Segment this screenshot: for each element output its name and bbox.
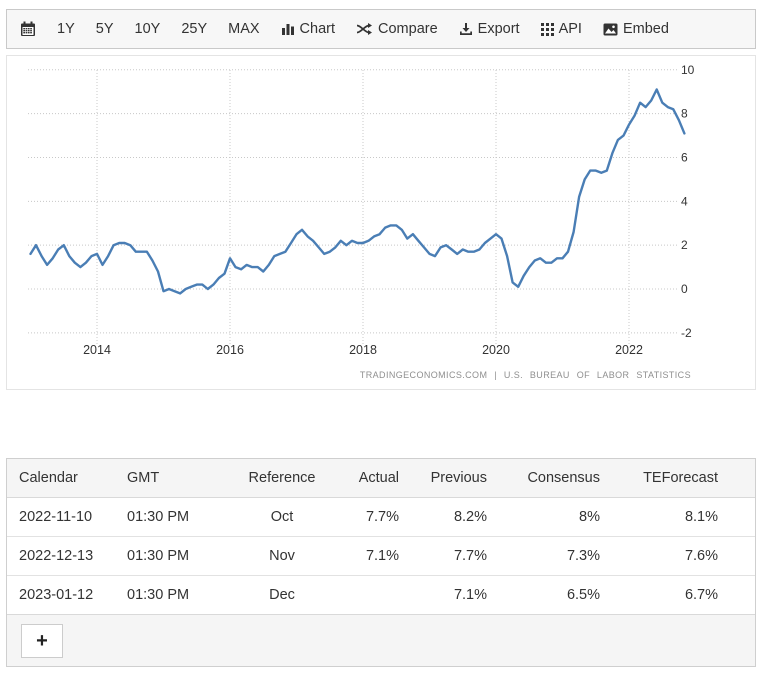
table-row: 2022-11-10 01:30 PM Oct 7.7% 8.2% 8% 8.1% — [7, 497, 755, 536]
chart-type-button[interactable]: Chart — [281, 21, 335, 37]
table-cell: 7.3% — [499, 535, 612, 575]
table-cell: 8% — [579, 508, 600, 525]
table-cell: 2022-12-13 — [7, 535, 127, 575]
calendar-table-card: Calendar GMT Reference Actual Previous C… — [6, 458, 756, 667]
inflation-chart-svg[interactable]: 10 8 6 4 2 0 -2 2014 2016 2018 2020 2022 — [7, 56, 755, 389]
x-axis-label: 2016 — [216, 343, 244, 357]
table-body: 2022-11-10 01:30 PM Oct 7.7% 8.2% 8% 8.1% 2022-… — [7, 497, 755, 614]
table-cell: 8.2% — [453, 508, 487, 525]
shuffle-icon — [356, 22, 373, 36]
header-calendar: Calendar — [7, 459, 127, 498]
y-axis-label: 8 — [681, 107, 688, 121]
table-header: Calendar GMT Reference Actual Previous C… — [7, 459, 755, 498]
header-consensus: Consensus — [499, 459, 612, 498]
y-axis-label: 6 — [681, 150, 688, 164]
api-label: API — [558, 21, 582, 37]
calendar-icon — [20, 21, 36, 37]
y-axis-label: 2 — [681, 238, 688, 252]
x-axis-label: 2018 — [349, 343, 377, 357]
api-button[interactable]: API — [540, 21, 582, 37]
calendar-button[interactable] — [20, 21, 36, 37]
compare-label: Compare — [378, 21, 438, 37]
chart-card: 10 8 6 4 2 0 -2 2014 2016 2018 2020 2022 TRADINGECO… — [6, 55, 756, 390]
range-max-button[interactable]: MAX — [228, 21, 259, 37]
x-axis-label: 2022 — [615, 343, 643, 357]
table-cell: 01:30 PM — [127, 508, 190, 525]
table-cell: Dec — [237, 574, 327, 614]
export-button[interactable]: Export — [459, 21, 520, 37]
range-5y-button[interactable]: 5Y — [96, 21, 114, 37]
table-row: 2023-01-12 01:30 PM Dec 7.1% 6.5% 6.7% — [7, 574, 755, 614]
table-footer: + — [7, 614, 755, 666]
chart-type-label: Chart — [299, 21, 336, 37]
table-cell: 7.1% — [411, 574, 499, 614]
table-cell: 8.1% — [684, 508, 718, 525]
range-25y-button[interactable]: 25Y — [181, 21, 207, 37]
header-teforecast: TEForecast — [612, 459, 755, 498]
chart-attribution: TRADINGECONOMICS.COM | U.S. BUREAU OF LA… — [359, 370, 691, 380]
y-axis-label: 10 — [681, 63, 695, 77]
table-cell: 7.6% — [612, 535, 755, 575]
y-axis-label: 0 — [681, 282, 688, 296]
image-icon — [603, 23, 618, 36]
embed-label: Embed — [622, 21, 669, 37]
table-cell: 01:30 PM — [127, 574, 237, 614]
grid-icon — [540, 22, 554, 36]
table-cell: 7.7% — [411, 535, 499, 575]
range-label: MAX — [228, 21, 260, 37]
table-header-row: Calendar GMT Reference Actual Previous C… — [7, 459, 755, 498]
y-axis-label: -2 — [681, 326, 692, 340]
header-reference: Reference — [237, 459, 327, 498]
table-cell: 6.5% — [499, 574, 612, 614]
table-cell: 2023-01-12 — [7, 574, 127, 614]
table-cell: 7.1% — [327, 535, 411, 575]
range-label: 25Y — [181, 21, 208, 37]
table-cell: 6.7% — [612, 574, 755, 614]
y-axis-label: 4 — [681, 194, 688, 208]
range-label: 1Y — [57, 21, 75, 37]
export-label: Export — [477, 21, 520, 37]
table-cell: 2022-11-10 — [19, 508, 93, 525]
calendar-table: Calendar GMT Reference Actual Previous C… — [7, 459, 755, 614]
compare-button[interactable]: Compare — [356, 21, 438, 37]
bar-chart-icon — [281, 22, 295, 36]
range-label: 10Y — [134, 21, 161, 37]
header-actual: Actual — [327, 459, 411, 498]
range-label: 5Y — [95, 21, 114, 37]
table-cell — [327, 574, 411, 614]
table-cell: Nov — [237, 535, 327, 575]
header-previous: Previous — [411, 459, 499, 498]
table-row: 2022-12-13 01:30 PM Nov 7.1% 7.7% 7.3% 7.6% — [7, 535, 755, 575]
chart-gridlines — [28, 69, 679, 346]
table-cell: 7.7% — [365, 508, 399, 525]
download-icon — [459, 22, 473, 36]
inflation-line — [29, 88, 686, 295]
range-1y-button[interactable]: 1Y — [57, 21, 75, 37]
range-10y-button[interactable]: 10Y — [135, 21, 161, 37]
chart-toolbar: 1Y 5Y 10Y 25Y MAX Chart — [6, 9, 756, 49]
header-gmt: GMT — [127, 459, 237, 498]
table-cell: 01:30 PM — [127, 535, 237, 575]
add-row-button[interactable]: + — [21, 623, 63, 658]
x-axis-label: 2020 — [482, 343, 510, 357]
table-cell: Oct — [270, 508, 294, 525]
x-axis-label: 2014 — [83, 343, 111, 357]
embed-button[interactable]: Embed — [603, 21, 669, 37]
